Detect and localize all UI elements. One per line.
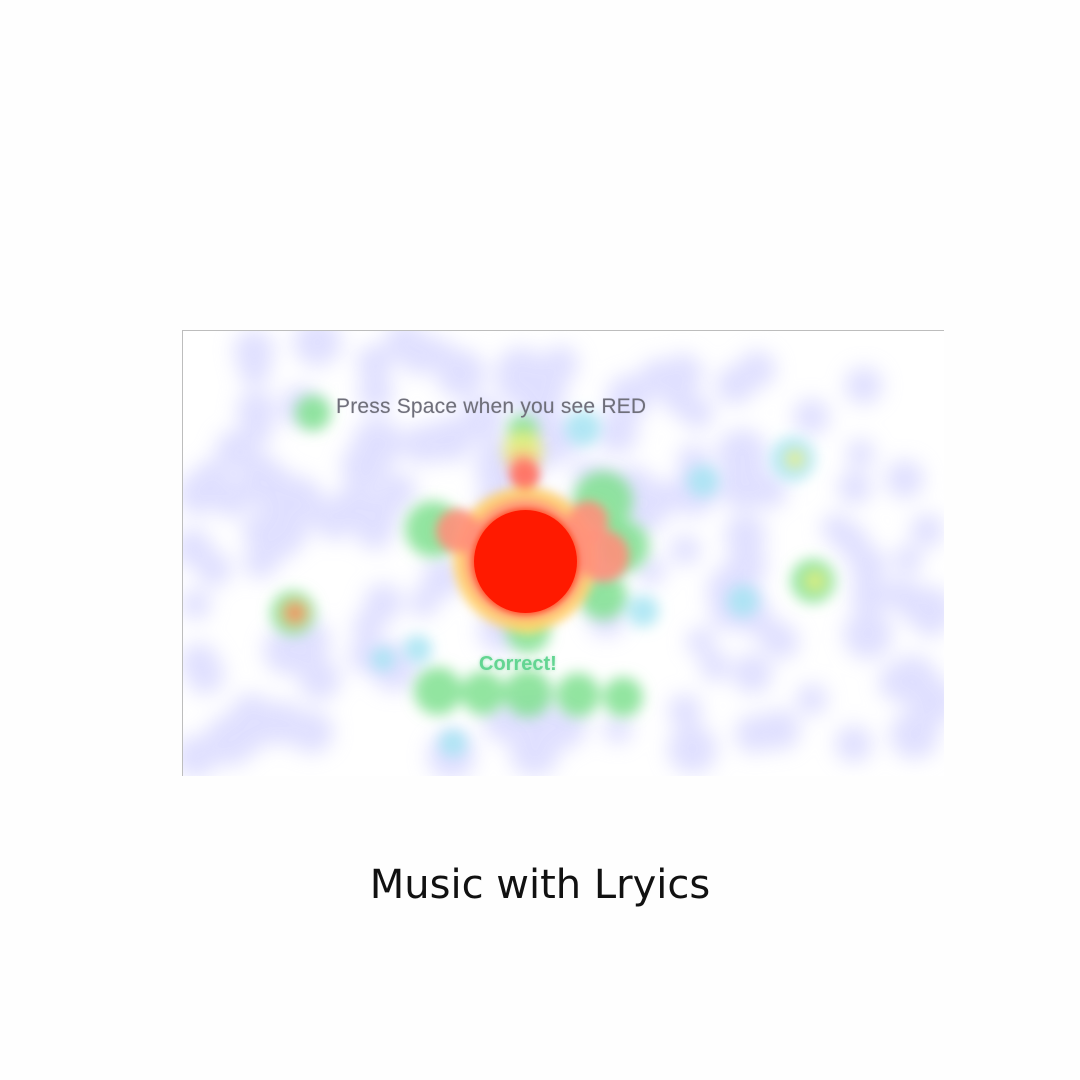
feedback-correct-text: Correct! <box>479 653 557 675</box>
red-target-circle <box>474 510 577 613</box>
gaze-heatmap-overlay <box>183 331 944 776</box>
caption: Music with Lryics <box>369 862 711 908</box>
instruction-text: Press Space when you see RED <box>336 395 647 418</box>
experiment-screen: Press Space when you see RED Correct! <box>182 330 944 776</box>
